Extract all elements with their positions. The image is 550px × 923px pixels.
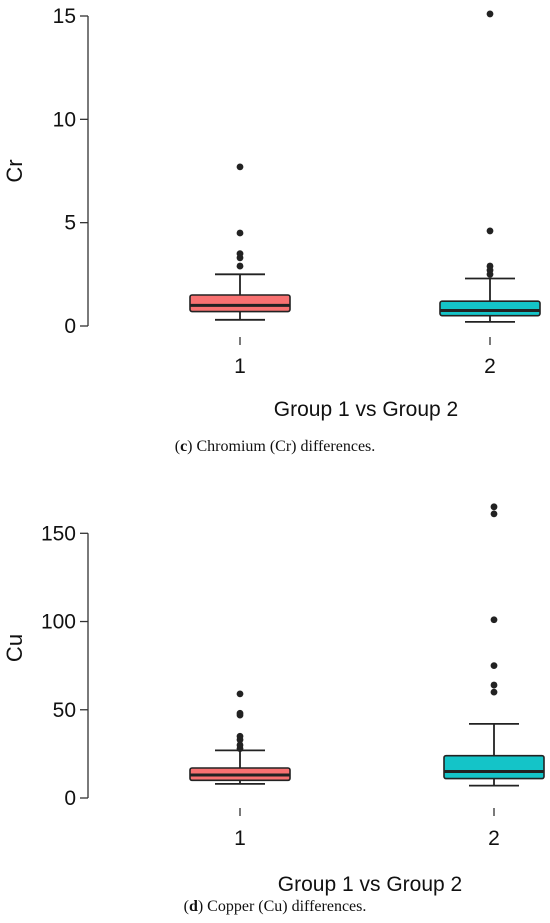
y-axis-label: Cr: [2, 159, 27, 182]
outlier-point: [236, 229, 244, 237]
caption-letter: c: [180, 438, 188, 455]
outlier-point: [236, 732, 244, 740]
outlier-point: [236, 163, 244, 171]
y-tick-label: 0: [64, 315, 76, 338]
y-axis-label: Cu: [2, 634, 27, 662]
y-tick-label: 150: [41, 522, 76, 545]
x-tick-label: 1: [234, 827, 246, 850]
outlier-point: [490, 662, 498, 670]
x-tick-label: 2: [488, 827, 500, 850]
outlier-point: [236, 690, 244, 698]
chart-panel-copper: 0 50 100 150 Cu 1 2 Group 1 vs Group 2 (d) Copp…: [0, 470, 550, 923]
x-tick-label: 2: [484, 355, 496, 378]
boxplot-copper: 0 50 100 150 Cu 1 2 Group 1 vs Group 2: [2, 503, 545, 896]
outlier-point: [486, 227, 494, 235]
box-iqr-1: [189, 294, 291, 313]
caption-copper: (d) Copper (Cu) differences.: [183, 898, 367, 915]
outlier-point: [490, 503, 498, 511]
outlier-point: [236, 741, 244, 749]
chart-panel-chromium: 0 5 10 15 Cr 1 2 Group 1 vs Group 2 (c) Chromiu…: [2, 5, 541, 455]
x-tick-label: 1: [234, 355, 246, 378]
box-iqr-2: [439, 300, 541, 317]
x-axis-label: Group 1 vs Group 2: [278, 873, 462, 896]
outlier-point: [490, 688, 498, 696]
x-axis-label: Group 1 vs Group 2: [274, 398, 458, 421]
outlier-point: [236, 262, 244, 270]
y-tick-label: 50: [53, 699, 76, 722]
y-tick-label: 5: [64, 212, 76, 235]
caption-chromium: (c) Chromium (Cr) differences.: [174, 438, 376, 455]
outlier-point: [486, 10, 494, 18]
box-iqr-2: [443, 754, 545, 780]
y-tick-label: 15: [53, 5, 76, 28]
y-tick-label: 100: [41, 611, 76, 634]
y-tick-label: 0: [64, 787, 76, 810]
outlier-point: [490, 616, 498, 624]
outlier-point: [236, 250, 244, 258]
y-tick-label: 10: [53, 108, 76, 131]
outlier-point: [236, 709, 244, 717]
outlier-point: [490, 681, 498, 689]
caption-letter: d: [188, 898, 198, 915]
caption-text: ) Copper (Cu) differences.: [197, 898, 367, 915]
caption-text: ) Chromium (Cr) differences.: [187, 438, 376, 455]
outlier-point: [490, 510, 498, 518]
boxplot-chromium: 0 5 10 15 Cr 1 2 Group 1 vs Group 2: [2, 5, 541, 421]
outlier-point: [486, 262, 494, 270]
